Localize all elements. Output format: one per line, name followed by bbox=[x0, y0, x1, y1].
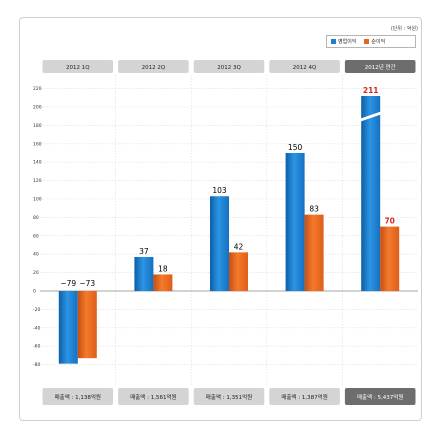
legend-item-operating-profit: 영업이익 bbox=[331, 38, 356, 45]
sales-footer bbox=[42, 388, 114, 405]
y-tick-label: -60 bbox=[33, 344, 40, 350]
data-label: 150 bbox=[288, 143, 303, 152]
sales-footer-label: 매출액 : 1,561억원 bbox=[130, 393, 176, 401]
sales-footer-label: 매출액 : 1,138억원 bbox=[55, 393, 101, 401]
net-income-bar bbox=[380, 226, 400, 291]
data-label: 103 bbox=[212, 186, 227, 195]
data-label: 211 bbox=[363, 86, 379, 95]
y-tick-label: 220 bbox=[33, 86, 42, 92]
y-tick-label: 180 bbox=[33, 123, 42, 129]
axis-break-mark bbox=[359, 111, 383, 122]
net-income-bar bbox=[153, 274, 173, 291]
y-tick-label: 120 bbox=[33, 178, 42, 184]
legend-label-net-income: 순이익 bbox=[371, 39, 386, 45]
y-tick-label: 200 bbox=[33, 105, 42, 111]
data-label: 42 bbox=[234, 242, 244, 251]
category-header-label: 2012 3Q bbox=[217, 65, 241, 71]
sales-footer bbox=[118, 388, 189, 405]
legend-label-operating-profit: 영업이익 bbox=[338, 39, 357, 45]
y-tick-label: 20 bbox=[33, 270, 39, 276]
category-header-label: 2012 2Q bbox=[142, 65, 166, 71]
net-income-bar bbox=[229, 252, 248, 291]
data-label: −79 bbox=[60, 279, 76, 288]
data-label: 37 bbox=[139, 247, 149, 256]
sales-footer bbox=[269, 388, 340, 405]
category-header bbox=[344, 60, 416, 73]
category-header bbox=[193, 60, 265, 73]
net-income-bar bbox=[304, 214, 324, 291]
unit-label: (단위 : 억원) bbox=[390, 26, 418, 32]
blue-square-icon bbox=[331, 39, 336, 44]
data-label: −73 bbox=[79, 279, 95, 288]
category-header bbox=[269, 60, 340, 73]
net-income-bar bbox=[77, 291, 97, 359]
orange-square-icon bbox=[364, 39, 370, 44]
operating-profit-bar bbox=[210, 196, 229, 291]
y-tick-label: -40 bbox=[33, 325, 40, 331]
y-tick-label: 80 bbox=[33, 215, 39, 221]
y-tick-label: -20 bbox=[33, 307, 40, 313]
operating-profit-bar bbox=[134, 256, 154, 291]
sales-footer bbox=[193, 388, 265, 405]
operating-profit-bar bbox=[361, 96, 381, 291]
y-tick-label: 100 bbox=[33, 197, 42, 203]
category-header bbox=[118, 60, 189, 73]
category-header-label: 2012년 연간 bbox=[365, 63, 396, 71]
data-label: 70 bbox=[384, 217, 394, 226]
operating-profit-bar bbox=[285, 153, 305, 291]
category-header-label: 2012 1Q bbox=[66, 65, 90, 71]
legend: 영업이익 순이익 bbox=[326, 35, 416, 48]
y-tick-label: 140 bbox=[33, 160, 42, 166]
sales-footer-label: 매출액 : 5,437억원 bbox=[357, 393, 403, 401]
y-tick-label: 160 bbox=[33, 141, 42, 147]
y-tick-label: 40 bbox=[33, 252, 39, 258]
sales-footer-label: 매출액 : 1,387억원 bbox=[281, 393, 327, 401]
data-label: 83 bbox=[309, 205, 319, 214]
legend-item-net-income: 순이익 bbox=[364, 38, 385, 45]
sales-footer bbox=[344, 388, 416, 405]
sales-footer-label: 매출액 : 1,351억원 bbox=[206, 393, 252, 401]
y-tick-label: 60 bbox=[33, 233, 39, 239]
category-header-label: 2012 4Q bbox=[293, 65, 317, 71]
y-tick-label: -80 bbox=[33, 362, 40, 368]
data-label: 18 bbox=[158, 264, 168, 273]
category-header bbox=[42, 60, 114, 73]
operating-profit-bar bbox=[58, 291, 78, 364]
y-tick-label: 0 bbox=[33, 289, 36, 295]
